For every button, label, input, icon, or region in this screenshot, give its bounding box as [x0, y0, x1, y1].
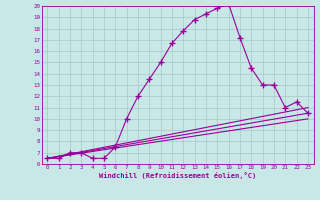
X-axis label: Windchill (Refroidissement éolien,°C): Windchill (Refroidissement éolien,°C): [99, 172, 256, 179]
